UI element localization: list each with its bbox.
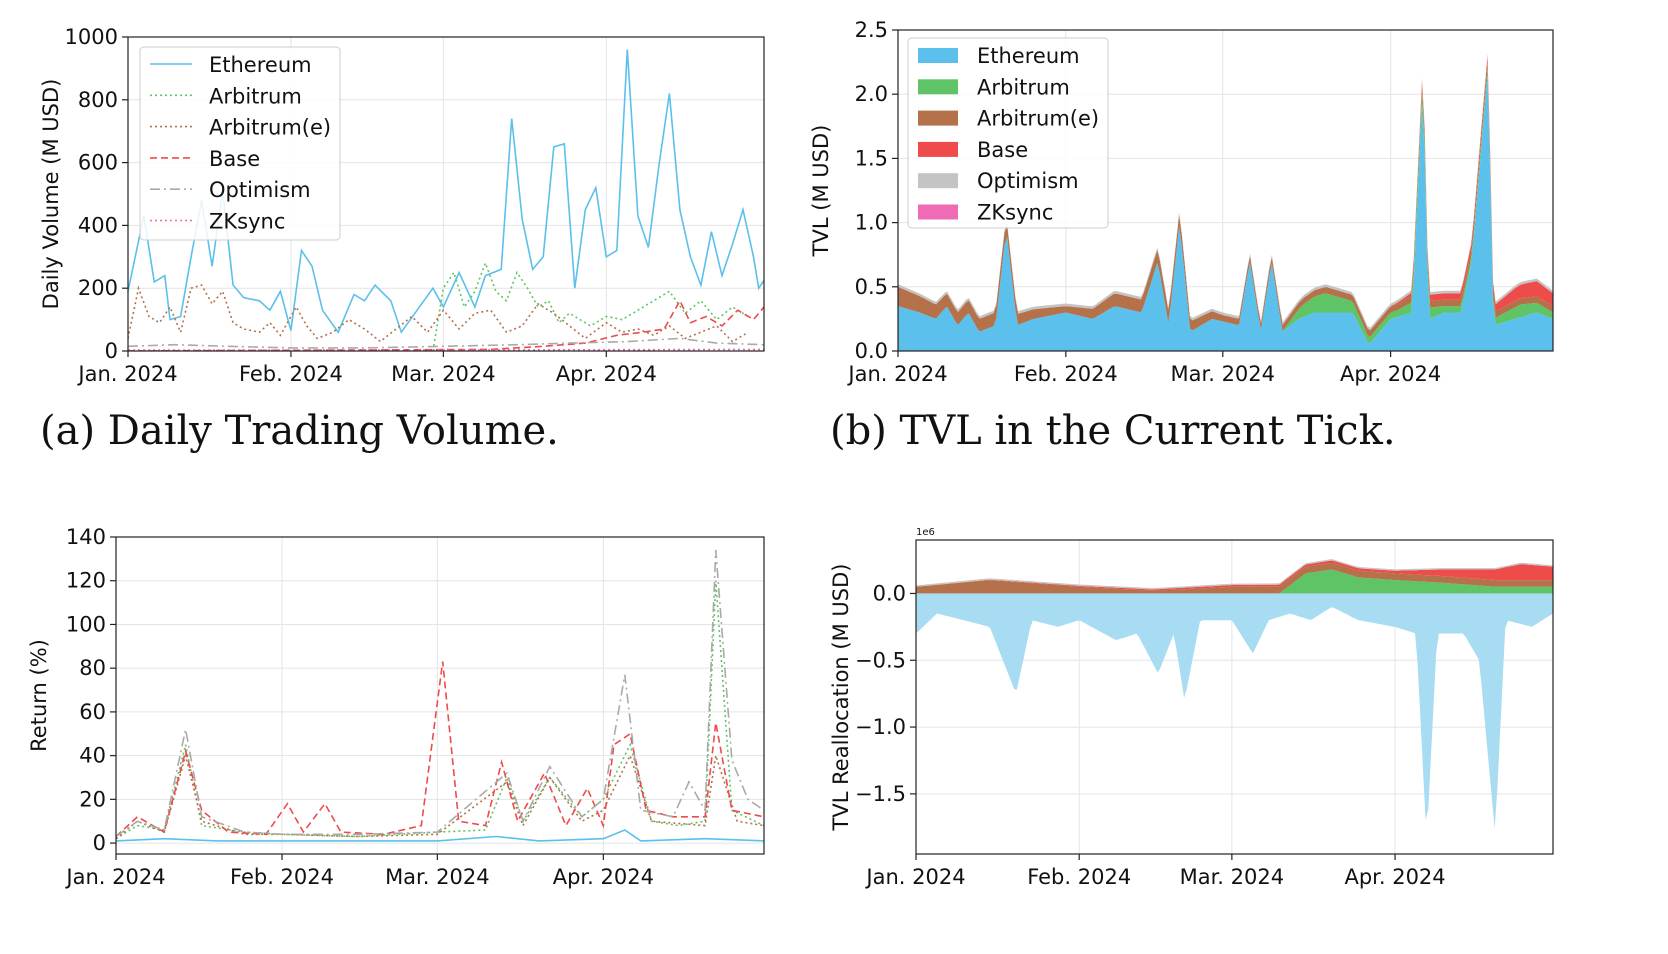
y-tick-label: 0.5 [855,275,888,299]
area-ethereum [898,74,1553,351]
axes-frame [127,36,765,352]
x-tick-label: Feb. 2024 [1027,865,1131,889]
line-base [116,661,764,838]
y-tick-label: 20 [79,787,106,811]
axes-frame [897,29,1554,352]
y-tick-label: 60 [79,700,106,724]
area-ethereum [916,593,1553,829]
y-axis-label: Return (%) [27,639,51,752]
chart-panel-3: 0 20 40 60 80 100 120 140 Jan. 2024 Feb. 2024 Mar.… [27,525,765,889]
y-tick-label: −0.5 [855,648,906,672]
y-tick-label: 0.0 [873,581,906,605]
y-tick-label: 120 [66,569,106,593]
y-tick-label: 80 [79,656,106,680]
x-tick-label: Jan. 2024 [64,865,165,889]
chart-panel-4: −1.5 −1.0 −0.5 0.0 Jan. 2024 Feb. 2024 Mar. 20… [829,527,1554,889]
y-tick-label: 0 [105,339,118,363]
line-arbitrume [116,752,764,840]
axes-frame [115,536,765,855]
legend-swatch [918,110,958,126]
y-tick-label: 400 [78,213,118,237]
x-tick-label: Apr. 2024 [1344,865,1445,889]
y-tick-label: 40 [79,744,106,768]
plot-area [128,49,764,351]
axes-frame [915,539,1554,855]
legend: Ethereum Arbitrum Arbitrum(e) Base Optimism Z… [907,37,1109,229]
legend-label: ZKsync [209,210,285,234]
legend-label: ZKsync [977,201,1053,225]
legend-label: Optimism [209,178,311,202]
x-tick-label: Feb. 2024 [230,865,334,889]
x-tick-label: Jan. 2024 [76,362,177,386]
x-tick-label: Feb. 2024 [1014,362,1118,386]
line-ethereum [128,49,764,334]
line-optimism [116,550,764,838]
y-axis-label: Daily Volume (M USD) [39,79,63,310]
x-tick-label: Jan. 2024 [864,865,965,889]
legend-swatch [918,79,958,95]
line-arbitrum [128,260,749,351]
x-tick-label: Apr. 2024 [1340,362,1441,386]
legend-label: Optimism [977,169,1079,193]
x-tick-label: Feb. 2024 [239,362,343,386]
y-tick-label: 1.0 [855,211,888,235]
legend-swatch [918,141,958,157]
legend-label: Arbitrum(e) [209,116,331,140]
area-arbitrume [898,62,1553,337]
chart-panel-1: 0 200 400 600 800 1000 Jan. 2024 Feb. 2024 Mar. … [39,25,765,386]
y-tick-label: 800 [78,88,118,112]
legend-swatch [918,204,958,220]
line-base [128,299,764,351]
y-tick-label: 600 [78,151,118,175]
area-arbitrum [916,569,1553,594]
plot-area [116,550,764,842]
legend-label: Arbitrum(e) [977,107,1099,131]
y-tick-label: 0.0 [855,339,888,363]
plot-area [916,559,1553,829]
legend-swatch [918,48,958,63]
x-tick-label: Mar. 2024 [1180,865,1285,889]
legend-label: Ethereum [977,44,1080,68]
y-axis-label: TVL Reallocation (M USD) [829,564,853,832]
y-tick-label: 1000 [65,25,118,49]
line-arbitrum [116,580,764,840]
chart-panel-2: 0.0 0.5 1.0 1.5 2.0 2.5 Jan. 2024 Feb. 2024 Mar.… [809,18,1554,386]
y-tick-label: −1.5 [855,782,906,806]
legend-label: Ethereum [209,53,312,77]
x-tick-label: Mar. 2024 [1171,362,1276,386]
line-arbitrume [128,284,749,343]
x-tick-label: Apr. 2024 [553,865,654,889]
y-tick-label: 2.0 [855,82,888,106]
y-tick-label: 100 [66,612,106,636]
legend-label: Arbitrum [977,75,1070,99]
legend-label: Base [977,138,1028,162]
y-axis-label: TVL (M USD) [809,125,833,258]
legend-label: Base [209,147,260,171]
x-tick-label: Jan. 2024 [846,362,947,386]
y-tick-label: 140 [66,525,106,549]
legend-swatch [918,173,958,189]
y-tick-label: −1.0 [855,715,906,739]
y-tick-label: 200 [78,276,118,300]
line-ethereum [116,829,764,842]
y-scale-offset-label: 1e6 [916,527,935,538]
y-tick-label: 0 [93,831,106,855]
x-tick-label: Mar. 2024 [385,865,490,889]
y-tick-label: 2.5 [855,18,888,42]
plot-area [898,53,1553,351]
y-tick-label: 1.5 [855,146,888,170]
line-zksync [128,348,764,351]
caption-a: (a) Daily Trading Volume. [40,408,559,454]
line-optimism [128,337,764,349]
area-arbitrume [916,563,1553,594]
caption-b: (b) TVL in the Current Tick. [830,408,1396,454]
x-tick-label: Mar. 2024 [391,362,496,386]
x-tick-label: Apr. 2024 [556,362,657,386]
legend-label: Arbitrum [209,84,302,108]
legend: Ethereum Arbitrum Arbitrum(e) Base Optimism Z… [139,46,341,241]
